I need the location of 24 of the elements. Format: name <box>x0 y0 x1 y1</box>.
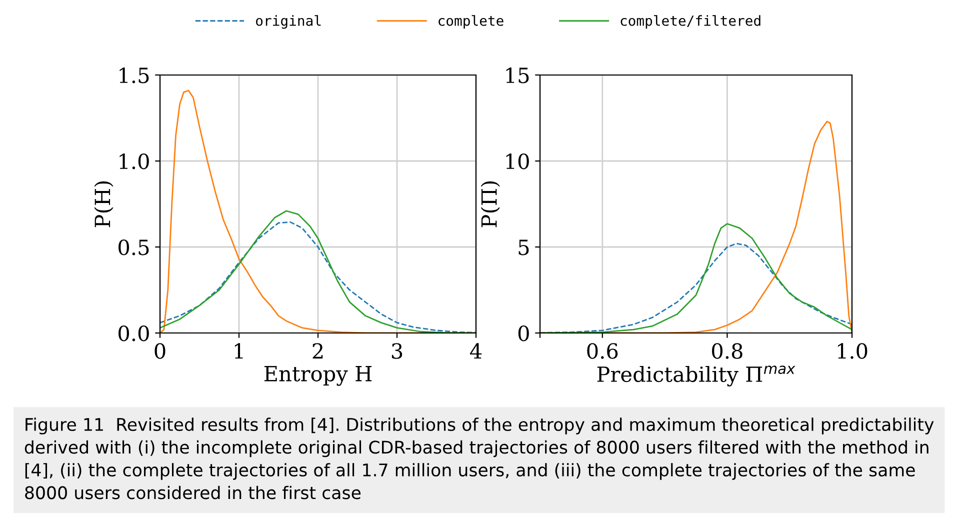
x-tick-label: 0.6 <box>587 343 618 359</box>
y-tick-label: 5 <box>518 240 529 256</box>
legend-label: complete <box>438 15 504 29</box>
x-tick-label: 1 <box>234 343 243 359</box>
caption: Figure 11 Revisited results from [4]. Distributions of the entropy and maximum theoretical predictability derived with (i) the incomplete original CDR-based trajectories of 8000 users filtered with the method in [4], (ii) the complete trajectories of all 1.7 million users, and (iii) the complete trajectories of the same 8000 users considered in the first case <box>24 418 934 500</box>
y-tick-label: 10 <box>506 153 529 170</box>
x-tick-label: 4 <box>470 343 482 359</box>
y-axis-title: P(Π) <box>480 181 500 228</box>
y-tick-label: 1.0 <box>120 153 149 170</box>
y-tick-label: 15 <box>506 67 529 84</box>
y-tick-label: 0.0 <box>118 325 149 342</box>
y-tick-label: 0 <box>518 325 529 342</box>
x-tick-label: 2 <box>312 343 323 359</box>
legend-label: complete/filtered <box>620 15 760 29</box>
y-tick-label: 1.5 <box>120 67 149 84</box>
legend-label: original <box>256 15 321 29</box>
x-tick-label: 3 <box>392 343 402 359</box>
x-tick-label: 1.0 <box>838 343 868 359</box>
x-axis-title: Entropy H <box>264 366 372 386</box>
y-axis-title: P(H) <box>94 181 114 228</box>
x-axis-title: Predictability Π$^{max}$ <box>597 366 796 386</box>
x-tick-label: 0.8 <box>712 343 742 359</box>
y-tick-label: 0.5 <box>118 239 149 256</box>
x-tick-label: 0 <box>154 343 166 359</box>
